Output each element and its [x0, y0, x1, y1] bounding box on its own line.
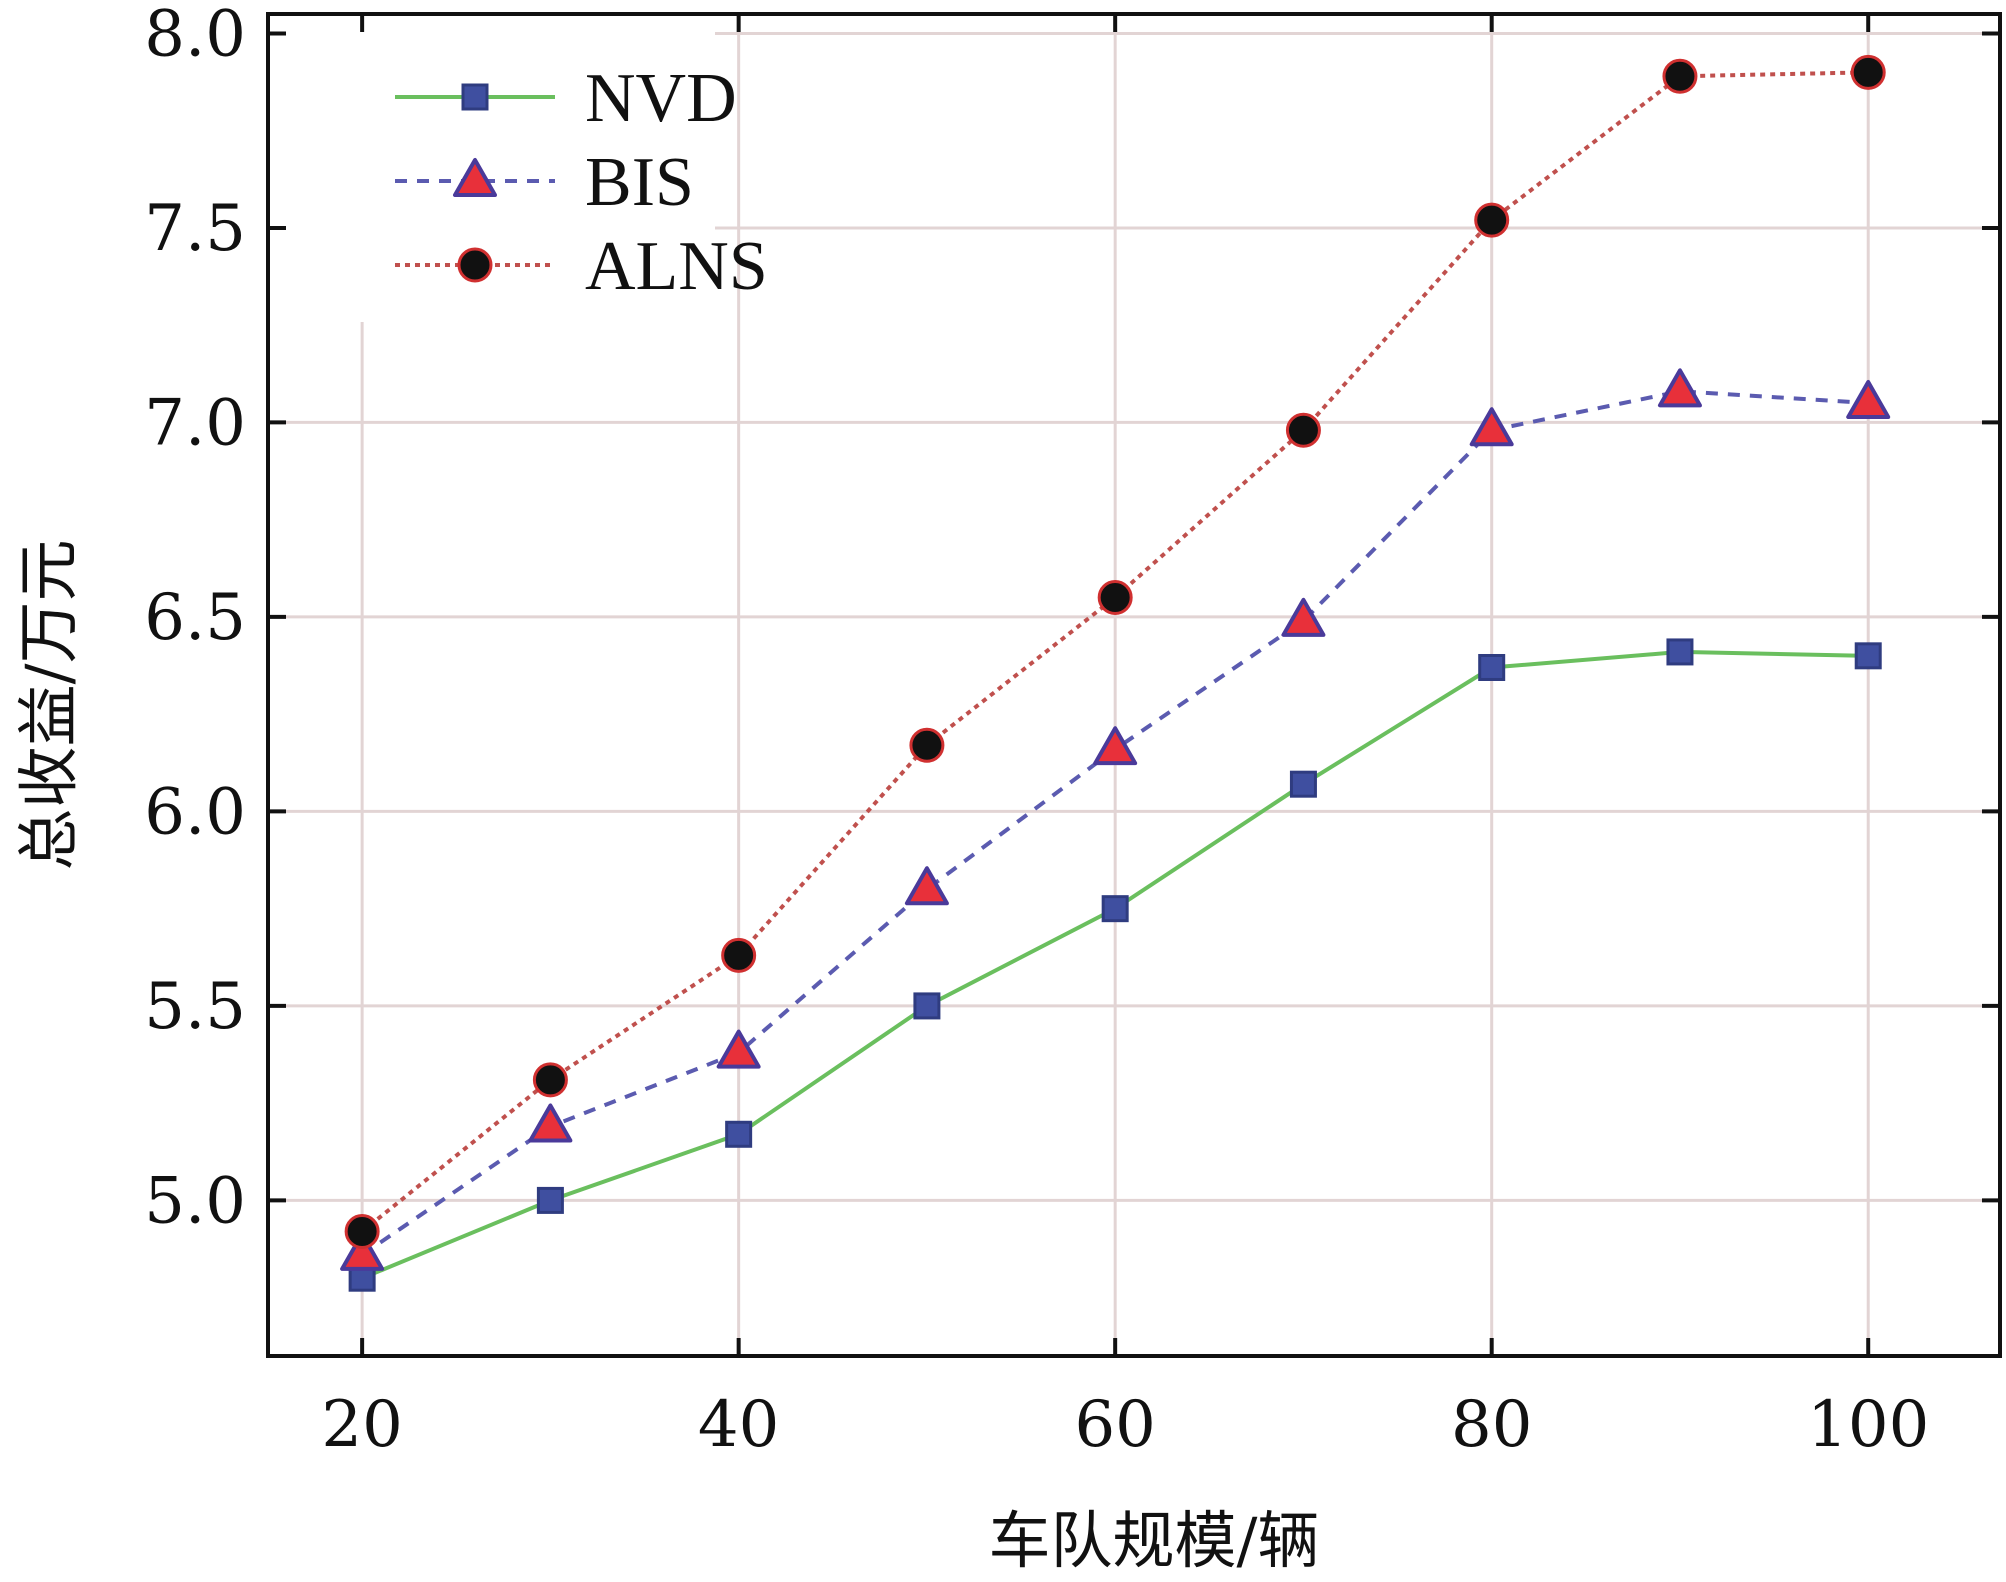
axes: 20 40 60 80 100 5.0 5.5 6.0 6.5 7.0 7.5 8.0 — [144, 0, 2002, 1462]
legend-marker-bis — [453, 158, 497, 197]
data-point-alns — [1285, 412, 1321, 448]
data-point-alns — [1850, 54, 1886, 90]
y-axis-title: 总收益/万元 — [12, 540, 85, 871]
x-tick-label: 100 — [1807, 1388, 1929, 1462]
data-point-alns — [909, 727, 945, 763]
data-point-bis — [1469, 407, 1514, 447]
series-line-bis — [361, 389, 1869, 1257]
data-point-nvd — [536, 1186, 564, 1214]
data-point-nvd — [1478, 653, 1506, 681]
y-tick-label: 5.5 — [144, 970, 246, 1044]
plot-frame — [266, 12, 2002, 1358]
legend-entry-alns: ALNS — [395, 228, 768, 305]
data-point-bis — [528, 1103, 573, 1143]
data-point-alns — [344, 1214, 380, 1250]
legend-marker-nvd — [461, 83, 489, 111]
data-point-alns — [721, 937, 757, 973]
data-point-bis — [1846, 379, 1891, 419]
x-tick-label: 20 — [321, 1388, 402, 1462]
data-point-alns — [1097, 579, 1133, 615]
legend-label-alns: ALNS — [585, 228, 768, 305]
x-axis-title: 车队规模/辆 — [989, 1504, 1320, 1577]
data-point-nvd — [1854, 642, 1882, 670]
data-point-bis — [340, 1231, 385, 1271]
data-point-nvd — [725, 1120, 753, 1148]
y-tick-label: 8.0 — [144, 0, 246, 71]
data-point-bis — [1093, 726, 1138, 766]
grid — [268, 14, 2000, 1356]
x-tick-label: 60 — [1074, 1388, 1155, 1462]
series-alns — [344, 54, 1886, 1250]
y-tick-label: 7.5 — [144, 192, 246, 266]
data-point-alns — [1474, 202, 1510, 238]
data-point-bis — [1657, 368, 1702, 408]
data-point-bis — [716, 1029, 761, 1069]
legend-entry-bis: BIS — [395, 144, 694, 221]
series-layer — [340, 54, 1891, 1292]
data-point-alns — [532, 1062, 568, 1098]
data-point-bis — [904, 866, 949, 906]
y-tick-label: 6.0 — [144, 775, 246, 849]
legend-background — [275, 22, 715, 322]
series-line-alns — [360, 70, 1869, 1234]
legend-label-bis: BIS — [585, 144, 694, 221]
data-point-alns — [1662, 58, 1698, 94]
data-point-nvd — [1101, 895, 1129, 923]
x-tick-label: 40 — [698, 1388, 779, 1462]
y-tick-label: 5.0 — [144, 1164, 246, 1238]
data-point-nvd — [1289, 770, 1317, 798]
data-point-bis — [1281, 597, 1326, 637]
y-tick-label: 7.0 — [144, 386, 246, 460]
data-point-nvd — [1666, 638, 1694, 666]
series-nvd — [348, 638, 1882, 1292]
data-point-nvd — [913, 992, 941, 1020]
legend-entry-nvd: NVD — [395, 60, 737, 137]
series-bis — [340, 368, 1891, 1271]
legend-label-nvd: NVD — [585, 60, 737, 137]
x-tick-label: 80 — [1451, 1388, 1532, 1462]
y-tick-label: 6.5 — [144, 581, 246, 655]
legend-marker-alns — [457, 247, 493, 283]
